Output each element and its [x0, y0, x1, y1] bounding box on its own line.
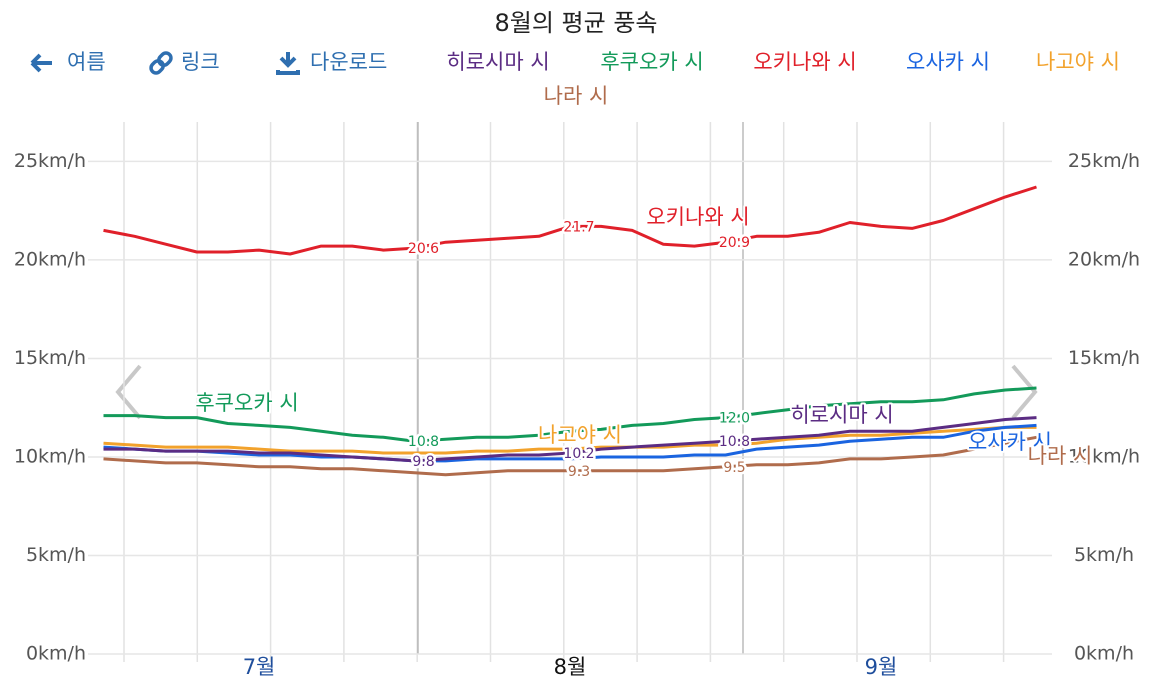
download-icon[interactable]	[276, 52, 300, 75]
series-line	[103, 386, 1037, 443]
legend-entry: 오사카 시	[906, 50, 990, 74]
prev-arrow[interactable]	[115, 364, 142, 420]
y2-tick-label: 25km/h	[1068, 150, 1140, 172]
series-annotation: 오키나와 시	[646, 205, 749, 229]
value-label: 21.7	[563, 219, 594, 235]
series-line	[103, 416, 1037, 463]
nav-arrows[interactable]	[115, 364, 1038, 420]
series-annotation: 나라 시	[1028, 444, 1093, 468]
y-tick-label: 20km/h	[14, 248, 86, 270]
y-tick-label: 10km/h	[14, 445, 86, 467]
value-label: 20.6	[408, 241, 439, 257]
legend-entry: 후쿠오카 시	[600, 50, 703, 74]
series-line	[103, 185, 1037, 256]
series-annotation: 오사카 시	[968, 430, 1052, 454]
toolbar: 여름 링크 다운로드	[30, 50, 387, 75]
x-tick-label: 7월	[243, 655, 276, 679]
value-label: 9.5	[723, 460, 745, 476]
legend-entry: 히로시마 시	[446, 50, 549, 74]
y-tick-label: 15km/h	[14, 347, 86, 369]
x-tick-label: 9월	[865, 655, 898, 679]
value-label: 10.8	[719, 434, 750, 450]
series-annotation: 나고야 시	[538, 423, 622, 447]
y-tick-label: 25km/h	[14, 150, 86, 172]
x-tick-label: 8월	[554, 655, 587, 679]
y-tick-label: 5km/h	[26, 544, 86, 566]
y2-tick-label: 10km/h	[1068, 445, 1140, 467]
y-tick-label: 0km/h	[26, 643, 86, 665]
grid	[88, 122, 1052, 662]
value-label: 10.2	[563, 446, 594, 462]
y2-tick-label: 20km/h	[1068, 248, 1140, 270]
series-annotation: 히로시마 시	[790, 403, 893, 427]
toolbar-button[interactable]: 링크	[181, 50, 220, 74]
y2-tick-label: 5km/h	[1074, 544, 1134, 566]
value-label: 9.8	[412, 454, 434, 470]
y2-tick-label: 0km/h	[1074, 643, 1134, 665]
y2-tick-label: 15km/h	[1068, 347, 1140, 369]
chart-title: 8월의 평균 풍속	[494, 9, 657, 37]
value-label: 20.9	[719, 235, 750, 251]
legend-entry: 나고야 시	[1036, 50, 1120, 74]
next-arrow[interactable]	[1011, 364, 1038, 420]
value-label: 12.0	[719, 411, 750, 427]
series-annotation: 후쿠오카 시	[195, 391, 298, 415]
value-label: 10.8	[408, 434, 439, 450]
toolbar-button[interactable]: 다운로드	[310, 50, 387, 74]
series-line	[103, 435, 1037, 477]
legend-entry: 오키나와 시	[753, 50, 856, 74]
toolbar-button[interactable]: 여름	[67, 50, 106, 74]
link-icon[interactable]	[149, 51, 173, 75]
series-line	[103, 423, 1037, 463]
series-line	[103, 425, 1037, 455]
back-icon[interactable]	[30, 53, 52, 73]
value-label: 9.3	[568, 464, 590, 480]
legend-entry: 나라 시	[544, 84, 609, 108]
